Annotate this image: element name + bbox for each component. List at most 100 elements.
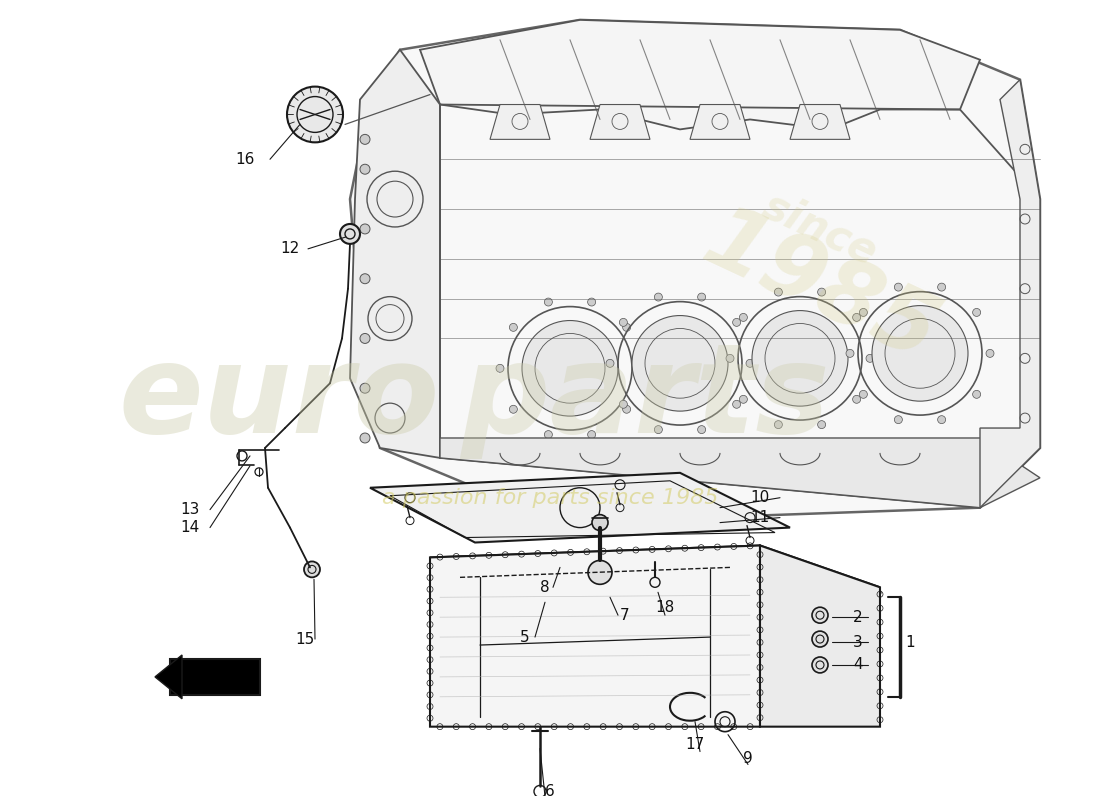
Circle shape bbox=[340, 224, 360, 244]
Circle shape bbox=[657, 552, 663, 558]
Circle shape bbox=[623, 323, 630, 331]
Circle shape bbox=[675, 551, 682, 558]
Circle shape bbox=[713, 550, 719, 557]
Text: 3: 3 bbox=[854, 634, 862, 650]
Circle shape bbox=[732, 549, 738, 556]
Circle shape bbox=[772, 554, 779, 560]
Circle shape bbox=[823, 571, 829, 578]
Text: 5: 5 bbox=[520, 630, 530, 645]
Polygon shape bbox=[430, 546, 760, 726]
Circle shape bbox=[509, 323, 517, 331]
Circle shape bbox=[836, 575, 843, 582]
Text: 1: 1 bbox=[905, 634, 915, 650]
Circle shape bbox=[733, 318, 740, 326]
Polygon shape bbox=[370, 473, 790, 542]
Circle shape bbox=[544, 298, 552, 306]
Text: 16: 16 bbox=[235, 152, 255, 166]
Circle shape bbox=[360, 224, 370, 234]
Text: 1985: 1985 bbox=[690, 197, 950, 381]
Circle shape bbox=[937, 283, 946, 291]
Circle shape bbox=[654, 293, 662, 301]
Circle shape bbox=[592, 514, 608, 530]
Text: 14: 14 bbox=[180, 520, 199, 535]
Circle shape bbox=[360, 164, 370, 174]
Circle shape bbox=[601, 554, 608, 561]
Polygon shape bbox=[155, 655, 182, 698]
Text: 2: 2 bbox=[854, 610, 862, 625]
Circle shape bbox=[697, 426, 705, 434]
Circle shape bbox=[784, 558, 792, 565]
Circle shape bbox=[304, 562, 320, 578]
Circle shape bbox=[452, 559, 459, 566]
Circle shape bbox=[798, 562, 804, 569]
Polygon shape bbox=[350, 20, 1040, 518]
Circle shape bbox=[846, 350, 854, 358]
Circle shape bbox=[507, 557, 515, 564]
Circle shape bbox=[726, 354, 734, 362]
Circle shape bbox=[812, 657, 828, 673]
Circle shape bbox=[694, 550, 701, 558]
Circle shape bbox=[812, 631, 828, 647]
Text: 9: 9 bbox=[744, 751, 752, 766]
Polygon shape bbox=[790, 105, 850, 139]
Polygon shape bbox=[760, 546, 880, 726]
Circle shape bbox=[812, 607, 828, 623]
Circle shape bbox=[619, 553, 627, 560]
Text: a passion for parts since 1985: a passion for parts since 1985 bbox=[382, 488, 718, 508]
Circle shape bbox=[697, 293, 705, 301]
Circle shape bbox=[874, 589, 881, 596]
Circle shape bbox=[894, 283, 902, 291]
Polygon shape bbox=[980, 80, 1040, 508]
Text: 7: 7 bbox=[620, 608, 630, 622]
Circle shape bbox=[852, 395, 860, 403]
Circle shape bbox=[752, 310, 848, 406]
Polygon shape bbox=[350, 50, 440, 458]
Circle shape bbox=[619, 318, 627, 326]
Text: 11: 11 bbox=[750, 510, 770, 525]
Circle shape bbox=[848, 580, 856, 587]
Circle shape bbox=[496, 364, 504, 372]
Circle shape bbox=[654, 426, 662, 434]
Circle shape bbox=[471, 558, 477, 566]
Text: 13: 13 bbox=[180, 502, 200, 517]
Text: 6: 6 bbox=[546, 784, 554, 799]
Circle shape bbox=[739, 314, 747, 322]
Text: 8: 8 bbox=[540, 580, 550, 595]
Text: 15: 15 bbox=[296, 631, 315, 646]
Circle shape bbox=[759, 549, 766, 556]
Circle shape bbox=[638, 552, 645, 559]
Circle shape bbox=[588, 561, 612, 584]
Circle shape bbox=[986, 350, 994, 358]
Circle shape bbox=[360, 334, 370, 343]
Circle shape bbox=[636, 364, 644, 372]
Circle shape bbox=[817, 421, 826, 429]
Text: 4: 4 bbox=[854, 658, 862, 673]
Circle shape bbox=[852, 314, 860, 322]
Text: 18: 18 bbox=[656, 600, 674, 614]
Text: 12: 12 bbox=[280, 242, 299, 256]
Circle shape bbox=[587, 430, 595, 438]
Circle shape bbox=[544, 430, 552, 438]
Circle shape bbox=[587, 298, 595, 306]
Circle shape bbox=[522, 321, 618, 416]
Circle shape bbox=[774, 288, 782, 296]
Circle shape bbox=[859, 390, 868, 398]
Circle shape bbox=[544, 556, 552, 562]
Circle shape bbox=[287, 86, 343, 142]
Circle shape bbox=[360, 383, 370, 393]
Circle shape bbox=[937, 416, 946, 424]
Polygon shape bbox=[690, 105, 750, 139]
Circle shape bbox=[872, 306, 968, 401]
Circle shape bbox=[972, 390, 980, 398]
Text: parts: parts bbox=[460, 338, 829, 458]
Circle shape bbox=[606, 359, 614, 367]
Circle shape bbox=[894, 416, 902, 424]
Polygon shape bbox=[430, 546, 880, 606]
Circle shape bbox=[360, 274, 370, 284]
Circle shape bbox=[859, 309, 868, 317]
Circle shape bbox=[582, 554, 590, 562]
Circle shape bbox=[563, 555, 571, 562]
Text: euro: euro bbox=[119, 338, 440, 458]
Circle shape bbox=[746, 359, 754, 367]
Circle shape bbox=[509, 406, 517, 414]
